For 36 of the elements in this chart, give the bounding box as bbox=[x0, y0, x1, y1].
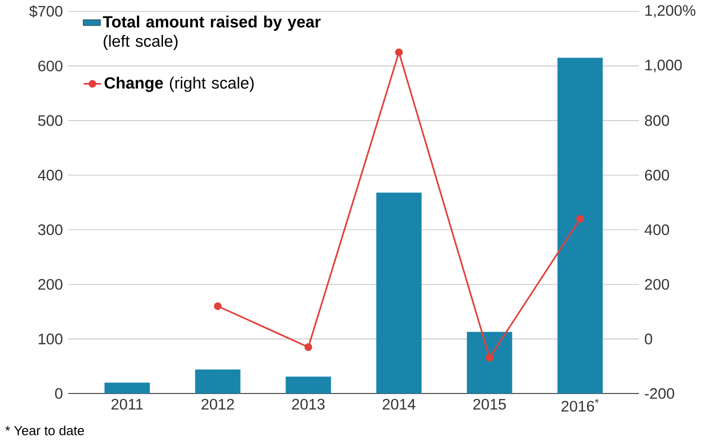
point bbox=[486, 354, 494, 362]
x-tick-label: 2012 bbox=[202, 398, 234, 410]
bar bbox=[195, 369, 240, 394]
bar bbox=[557, 58, 603, 394]
y-tick-label: 0 bbox=[55, 388, 62, 399]
y2-tick-label: 600 bbox=[645, 170, 670, 180]
y-tick-label: 400 bbox=[38, 170, 62, 180]
y2-tick-label: 800 bbox=[644, 114, 670, 126]
y2-tick-label: 200 bbox=[645, 278, 670, 290]
point bbox=[576, 214, 584, 223]
bar bbox=[466, 332, 512, 394]
y-tick-label: 100 bbox=[38, 333, 62, 344]
bar bbox=[104, 382, 150, 394]
x-tick-label: 2013 bbox=[292, 398, 325, 410]
bar bbox=[286, 376, 331, 394]
y2-tick-label: 1,000 bbox=[645, 59, 682, 72]
point bbox=[214, 302, 222, 310]
x-tick-label: 2015 bbox=[473, 398, 506, 410]
y2-tick-label: 1,200% bbox=[645, 4, 696, 18]
y2-tick-label: 400 bbox=[644, 224, 670, 235]
y-tick-label: 500 bbox=[38, 114, 62, 126]
point bbox=[395, 48, 403, 56]
text: * Year to date bbox=[5, 425, 84, 436]
y-tick-label: 600 bbox=[38, 60, 62, 72]
y-tick-label: 300 bbox=[38, 224, 62, 235]
bar bbox=[376, 192, 422, 394]
x-tick-label: 2016$^{*}$ bbox=[562, 398, 599, 412]
y-tick-label: $700 bbox=[29, 5, 62, 18]
y-tick-label: 200 bbox=[38, 278, 62, 290]
x-tick-label: 2011 bbox=[112, 398, 143, 410]
y2-tick-label: 0 bbox=[644, 333, 652, 344]
legend-label: Total amount raised by year (left scale) bbox=[102, 15, 321, 50]
y2-tick-label: -200 bbox=[644, 388, 674, 399]
point bbox=[304, 343, 312, 351]
legend-label: Change (right scale) bbox=[104, 76, 254, 92]
x-tick-label: 2014 bbox=[382, 398, 416, 410]
